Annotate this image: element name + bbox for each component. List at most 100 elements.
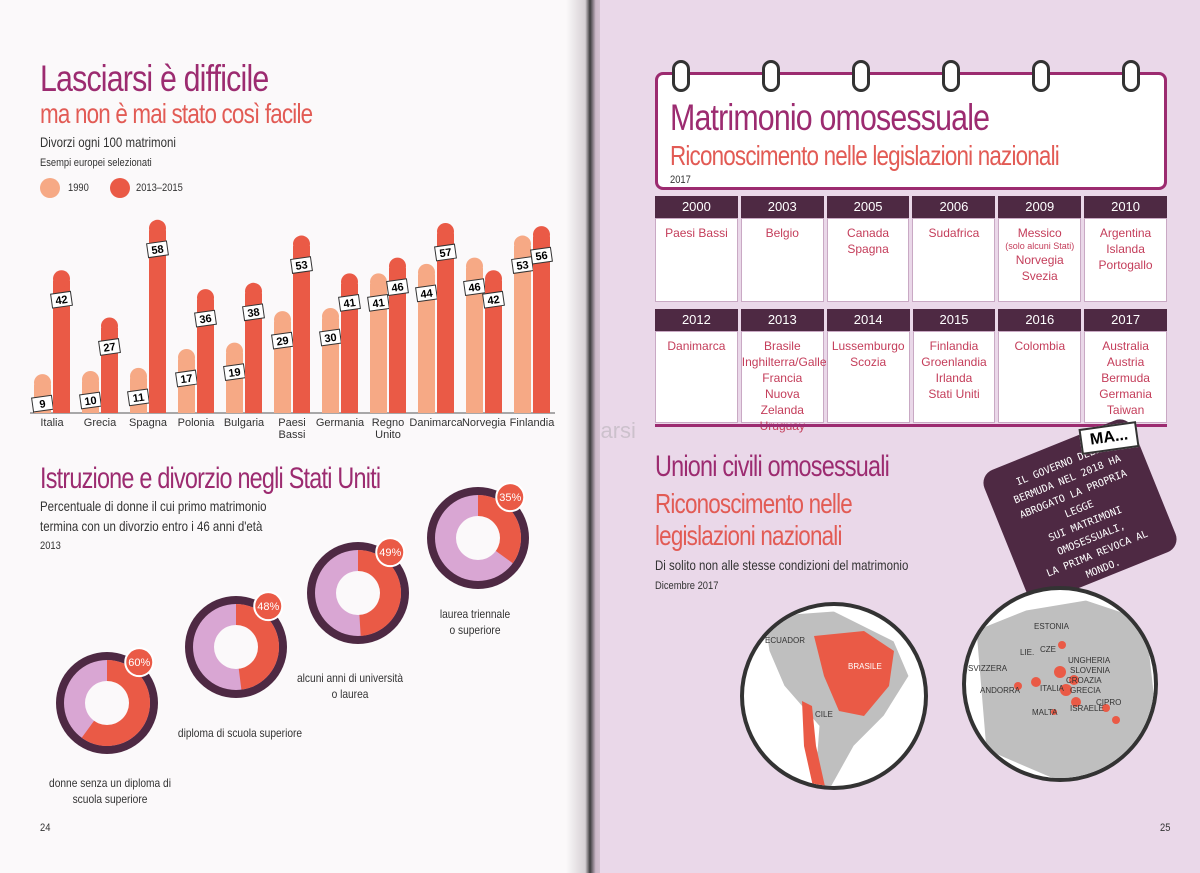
- value-label: 30: [324, 332, 338, 346]
- bar-cap: [322, 308, 339, 325]
- calendar-header-box: [655, 72, 1167, 190]
- year-header: 2005: [826, 196, 910, 218]
- country-name: Belgio: [765, 226, 799, 240]
- bar-2013-regno-unito: [389, 268, 406, 413]
- bar-cap: [226, 342, 243, 360]
- year-header: 2017: [1084, 309, 1167, 331]
- percent-label: 49%: [379, 547, 401, 559]
- year-header: 2012: [655, 309, 738, 331]
- category-label: Regno: [372, 417, 404, 429]
- unions-date: Dicembre 2017: [655, 580, 719, 592]
- map-label-israele: ISRAELE: [1070, 704, 1104, 713]
- unions-subtitle-2: legislazioni nazionali: [655, 520, 842, 551]
- bar-1990-bulgaria: [226, 353, 243, 413]
- bar-1990-norvegia: [466, 268, 483, 413]
- binder-ring: [1122, 60, 1140, 92]
- bar-cap: [485, 270, 502, 288]
- map-label-slovenia: SLOVENIA: [1070, 666, 1111, 675]
- category-label: Norvegia: [462, 417, 507, 429]
- map-label-cile: CILE: [815, 710, 833, 719]
- bar-cap: [130, 367, 147, 385]
- bar-1990-finlandia: [514, 246, 531, 413]
- value-label: 57: [439, 247, 453, 261]
- category-label: Bulgaria: [224, 417, 265, 429]
- year-country-list: Canada Spagna: [826, 218, 910, 302]
- country-name: Colombia: [1014, 339, 1066, 353]
- education-donut-charts: 60% 48% 49% 35%: [56, 482, 529, 754]
- value-label: 53: [295, 259, 309, 273]
- value-label: 42: [55, 294, 69, 308]
- calendar-row-1: 2000 Paesi Bassi 2003 Belgio 2005 Canada Spagn…: [655, 196, 1167, 302]
- bar-cap: [293, 235, 310, 253]
- year-country-list: Argentina Islanda Portogallo: [1084, 218, 1167, 302]
- country-name: Svezia: [1021, 269, 1058, 283]
- bar-cap: [178, 348, 195, 366]
- country-name: Spagna: [847, 242, 889, 256]
- year-country-list: Belgio: [740, 218, 824, 302]
- right-subtitle: Riconoscimento nelle legislazioni nazion…: [670, 140, 1060, 171]
- country-name: Australia: [1102, 339, 1149, 353]
- right-year: 2017: [670, 174, 691, 186]
- bar-cap: [34, 374, 51, 392]
- country-name: Norvegia: [1015, 253, 1064, 267]
- country-name: Portogallo: [1098, 258, 1153, 272]
- country-name: Scozia: [850, 355, 887, 369]
- right-page: Matrimonio omosessuale Riconoscimento ne…: [600, 0, 1200, 873]
- calendar-column-2009: 2009 Messico (solo alcuni Stati) Norvegia Sv…: [998, 196, 1082, 302]
- bar-2013-finlandia: [533, 236, 550, 413]
- country-name: Francia: [762, 371, 803, 385]
- year-header: 2010: [1084, 196, 1167, 218]
- calendar-bottom-border: [655, 424, 1167, 427]
- country-name: Finlandia: [929, 339, 979, 353]
- bar-2013-danimarca: [437, 233, 454, 413]
- calendar-column-2013: 2013 Brasile Inghilterra/Galles Francia Nuov…: [740, 309, 833, 433]
- map-label-malta: MALTA: [1032, 708, 1058, 717]
- value-label: 19: [228, 366, 242, 380]
- category-label: Polonia: [178, 417, 216, 429]
- calendar-column-2017: 2017 Australia Austria Bermuda Germania Taiwa…: [1084, 309, 1167, 423]
- legend-dot-2013: [110, 178, 130, 198]
- value-label-box: [386, 278, 409, 296]
- page-number-left: 24: [40, 822, 51, 834]
- percent-badge: [253, 591, 284, 622]
- year-header: 2013: [740, 309, 824, 331]
- percent-label: 48%: [257, 601, 279, 613]
- section2-text-1: Percentuale di donne il cui primo matrim…: [40, 498, 267, 514]
- country-name: Paesi Bassi: [665, 226, 728, 240]
- map-label-ecuador: ECUADOR: [765, 636, 806, 645]
- value-label: 11: [132, 392, 145, 406]
- value-label-box: [415, 284, 438, 303]
- calendar-column-2006: 2006 Sudafrica: [912, 196, 996, 302]
- right-title: Matrimonio omosessuale: [670, 97, 990, 138]
- value-label-box: [194, 309, 217, 328]
- country-name: Stati Uniti: [928, 387, 980, 401]
- value-label-box: [367, 293, 390, 312]
- bar-2013-germania: [341, 283, 358, 413]
- value-label: 17: [180, 373, 194, 387]
- bar-2013-polonia: [197, 299, 214, 413]
- europe-map: [962, 586, 1158, 782]
- percent-badge: [124, 647, 155, 678]
- value-label: 10: [84, 395, 98, 409]
- legend-label-2013: 2013–2015: [136, 182, 183, 194]
- bar-2013-norvegia: [485, 280, 502, 413]
- page-title: Lasciarsi è difficile: [40, 58, 269, 99]
- value-label-box: [98, 338, 121, 356]
- value-label: 46: [468, 281, 482, 295]
- value-label: 41: [343, 297, 357, 311]
- value-label: 53: [516, 259, 530, 273]
- value-label-box: [530, 246, 553, 265]
- watermark: macrolibrarsi: [600, 418, 636, 443]
- bar-1990-regno-unito: [370, 283, 387, 413]
- percent-label: 60%: [128, 657, 150, 669]
- binder-ring: [852, 60, 870, 92]
- country-name: Taiwan: [1106, 403, 1145, 417]
- year-country-list: Colombia: [998, 331, 1082, 423]
- value-label-box: [434, 243, 457, 262]
- country-name: Germania: [1099, 387, 1152, 401]
- left-page: Lasciarsi è difficile ma non è mai stato…: [0, 0, 590, 873]
- bar-cap: [245, 282, 262, 300]
- bar-cap: [82, 371, 99, 388]
- map-label-italia: ITALIA: [1040, 684, 1064, 693]
- donut-label-2: diploma di scuola superiore: [177, 726, 303, 740]
